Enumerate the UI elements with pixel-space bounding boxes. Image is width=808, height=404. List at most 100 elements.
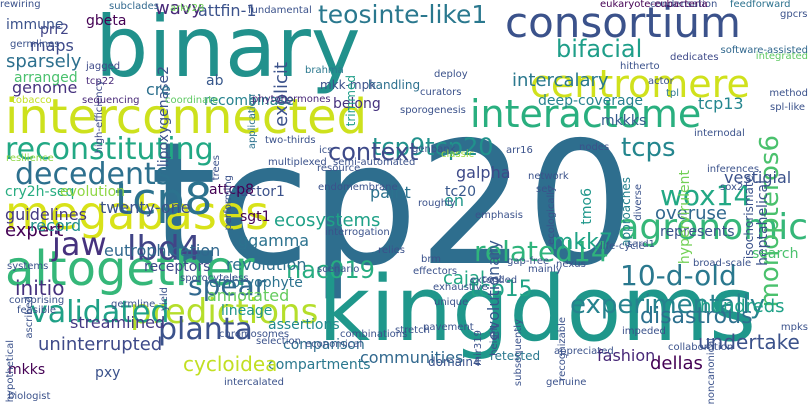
cloud-word: fundamental — [248, 5, 312, 16]
cloud-word: binary — [95, 0, 361, 96]
cloud-word: phytohormones — [252, 94, 331, 105]
cloud-word: internodal — [694, 128, 745, 139]
cloud-word: gbeta — [86, 13, 127, 29]
cloud-word: kingdoms — [318, 257, 757, 362]
cloud-word: attcp8 — [209, 182, 255, 198]
cloud-word: wox14 — [660, 179, 752, 212]
cloud-word: germline — [111, 299, 156, 310]
cloud-word: ics — [319, 145, 333, 156]
cloud-word: evolution — [60, 184, 126, 200]
cloud-word: altogether — [5, 241, 255, 297]
cloud-word: decedents — [15, 157, 172, 192]
cloud-word: roughly — [418, 198, 456, 209]
cloud-word: fashion — [597, 346, 656, 365]
cloud-word: sgt1 — [240, 209, 271, 225]
cloud-word: paint — [370, 183, 411, 202]
cloud-word: classic — [441, 149, 475, 160]
cloud-word: interconnected — [5, 89, 368, 145]
cloud-word: intercalated — [224, 377, 285, 388]
cloud-word: reconstituting — [5, 132, 214, 167]
cloud-word: context — [328, 138, 419, 166]
cloud-word: receptors — [144, 259, 211, 275]
cloud-word: coordinate — [165, 95, 219, 106]
cloud-word: collaboration — [668, 342, 734, 353]
cloud-word: rewiring — [0, 0, 41, 10]
cloud-word: noncanonical — [706, 337, 717, 404]
cloud-word: undertake — [698, 330, 800, 354]
cloud-word: eukaryote-eubacteria — [600, 0, 708, 10]
cloud-word: emphasis — [475, 210, 523, 221]
cloud-word: ascribed — [24, 296, 35, 339]
cloud-word: megabases — [5, 186, 270, 240]
cloud-word: chromosomes — [219, 329, 290, 340]
cloud-word: ecosystems — [274, 210, 381, 231]
cloud-word: jagged — [86, 61, 121, 72]
cloud-word: retested — [490, 349, 541, 363]
cloud-word: comprising — [9, 295, 65, 306]
cloud-word: diverse — [633, 184, 644, 221]
cloud-word: scenario — [317, 264, 360, 275]
cloud-word: genuine — [546, 377, 587, 388]
cloud-word: agronomic — [617, 207, 808, 248]
cloud-word: sequencing — [82, 95, 140, 106]
cloud-word: tcp9tcp20 — [372, 133, 494, 161]
cloud-word: vestigial — [724, 168, 792, 187]
cloud-word: tcp13 — [698, 94, 744, 113]
cloud-word: trimmed — [344, 75, 358, 127]
cloud-word: genbank — [412, 144, 456, 155]
cloud-word: appreciated — [554, 346, 614, 357]
cloud-word: lbd4 — [127, 229, 202, 269]
cloud-word: genome — [12, 78, 78, 97]
cloud-word: hundreds — [700, 296, 785, 317]
cloud-word: planta — [158, 312, 253, 347]
cloud-word: cajal — [443, 268, 485, 289]
cloud-word: twenty-one — [100, 198, 191, 217]
cloud-word: tc20 — [445, 184, 477, 200]
cloud-word: tpl — [666, 88, 680, 99]
cloud-word: nexus — [556, 259, 586, 270]
cloud-word: multiplexed — [268, 157, 327, 168]
cloud-word: hypervirulent — [677, 170, 693, 265]
cloud-word: tcp8 — [115, 174, 213, 225]
cloud-word: subclades — [109, 1, 160, 12]
cloud-word: domain4 — [428, 355, 481, 369]
cloud-word: trees — [211, 155, 222, 181]
cloud-word: mkks — [8, 362, 46, 378]
cloud-word: biologist — [8, 391, 51, 402]
cloud-word: network — [528, 171, 569, 182]
cloud-word: spear — [188, 269, 267, 302]
cloud-word: spl-like — [770, 102, 806, 113]
cloud-word: guidelines — [5, 205, 87, 224]
cloud-word: software-assisted — [720, 45, 808, 56]
cloud-word: performing — [223, 175, 234, 231]
cloud-word: nodes — [579, 142, 610, 153]
cloud-word: galpha — [456, 163, 511, 182]
cloud-word: communities — [360, 348, 464, 367]
cloud-word: sporogenesis — [400, 105, 466, 116]
cloud-word: 10-d-old — [620, 259, 737, 292]
cloud-word: mir319 — [473, 330, 484, 366]
cloud-word: extended — [470, 275, 518, 286]
cloud-word: pavement — [423, 322, 474, 333]
cloud-word: cost — [482, 274, 503, 285]
cloud-word: resilience — [6, 153, 54, 164]
cloud-word: approaches — [619, 177, 633, 247]
cloud-word: height — [489, 324, 500, 356]
cloud-word: brm — [421, 254, 442, 265]
cloud-word: tcp22 — [86, 76, 115, 87]
cloud-word: prr2 — [40, 22, 70, 38]
cloud-word: systems — [7, 261, 49, 272]
cloud-word: assertions — [268, 317, 340, 333]
cloud-word: cre — [146, 80, 171, 99]
cloud-word: mkk-mpk — [320, 78, 377, 92]
cloud-word: set — [536, 184, 552, 195]
cloud-word: search — [752, 246, 799, 262]
cloud-word: bifacial — [556, 35, 643, 63]
cloud-word: consortium — [505, 0, 741, 47]
cloud-word: two-thirds — [265, 135, 316, 146]
cloud-word: brahma — [305, 65, 344, 76]
cloud-word: cycloidea — [183, 352, 278, 376]
cloud-word: attfin-1 — [198, 1, 257, 20]
cloud-word: handling — [368, 78, 421, 92]
cloud-word: mpks — [780, 322, 808, 333]
